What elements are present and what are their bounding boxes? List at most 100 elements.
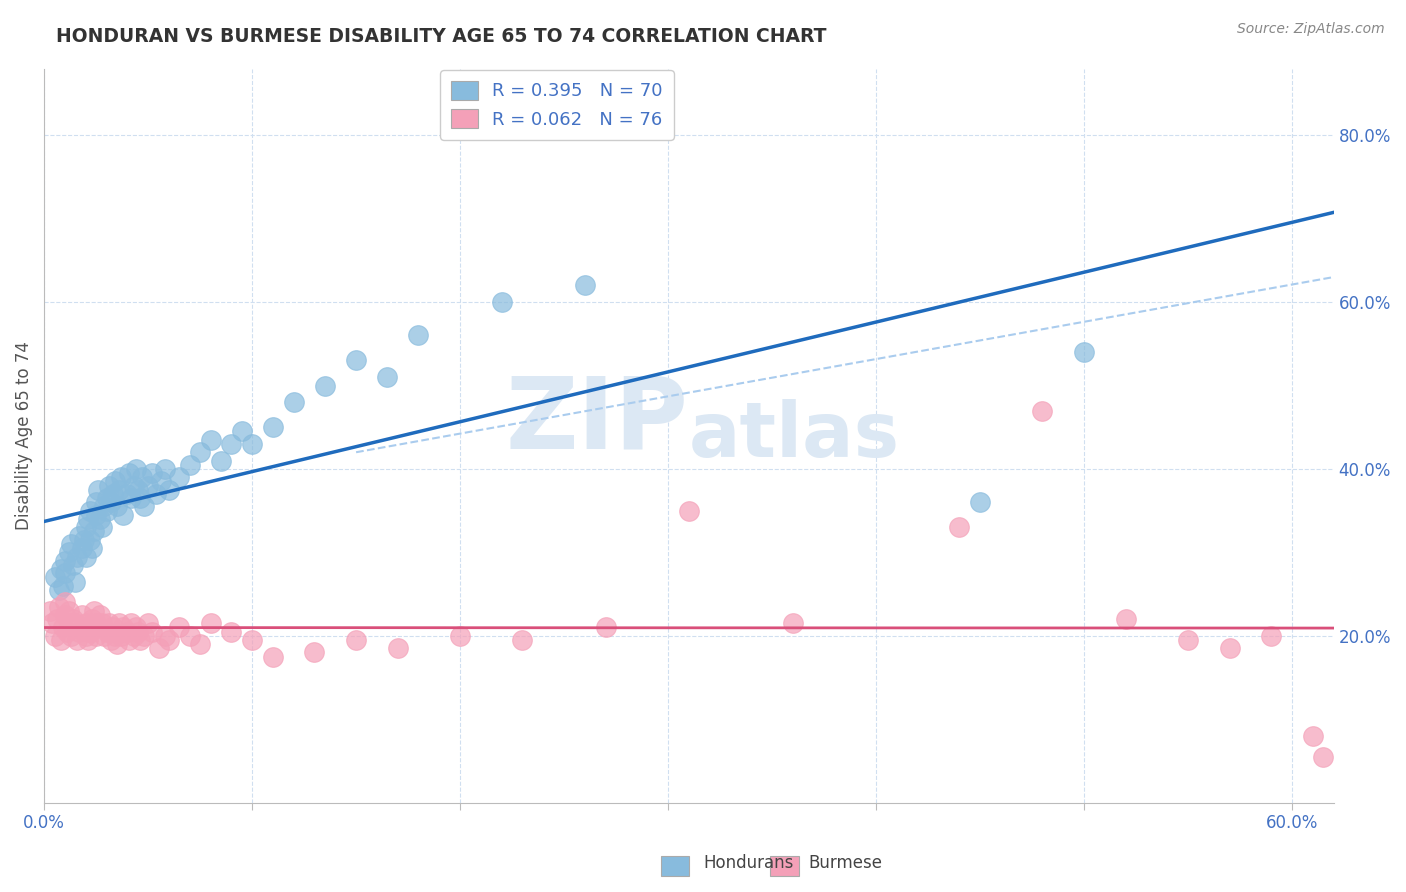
Point: [62, 612, 84, 626]
Point: [128, 491, 150, 505]
Point: [58, 616, 80, 631]
Point: [157, 483, 180, 497]
Point: [49, 562, 72, 576]
Point: [124, 462, 146, 476]
Point: [79, 533, 101, 547]
Point: [1302, 729, 1324, 743]
Point: [169, 620, 191, 634]
Point: [1312, 749, 1334, 764]
Point: [65, 616, 87, 631]
Point: [969, 495, 991, 509]
Point: [44, 570, 66, 584]
Point: [153, 629, 176, 643]
Point: [136, 616, 159, 631]
Point: [221, 624, 243, 639]
Point: [53, 554, 76, 568]
Point: [93, 500, 115, 514]
Point: [53, 595, 76, 609]
Point: [76, 512, 98, 526]
Point: [148, 641, 170, 656]
Point: [141, 624, 163, 639]
Text: HONDURAN VS BURMESE DISABILITY AGE 65 TO 74 CORRELATION CHART: HONDURAN VS BURMESE DISABILITY AGE 65 TO…: [56, 27, 827, 45]
Point: [153, 462, 176, 476]
Point: [87, 483, 110, 497]
Point: [262, 649, 284, 664]
Point: [97, 616, 120, 631]
Point: [58, 545, 80, 559]
Point: [127, 624, 149, 639]
Point: [169, 470, 191, 484]
Point: [48, 582, 70, 597]
Point: [56, 624, 79, 639]
Point: [117, 487, 139, 501]
Point: [48, 599, 70, 614]
Point: [179, 458, 201, 472]
Point: [110, 629, 132, 643]
Point: [112, 508, 135, 522]
Point: [84, 508, 107, 522]
Point: [53, 566, 76, 581]
Point: [188, 637, 211, 651]
Point: [1219, 641, 1241, 656]
Point: [101, 487, 124, 501]
Point: [75, 616, 97, 631]
Point: [60, 537, 83, 551]
Point: [97, 478, 120, 492]
Point: [96, 503, 118, 517]
Text: atlas: atlas: [689, 399, 900, 473]
Point: [221, 437, 243, 451]
Point: [491, 295, 513, 310]
Point: [58, 604, 80, 618]
Point: [1031, 403, 1053, 417]
Point: [188, 445, 211, 459]
Point: [72, 620, 94, 634]
Point: [344, 632, 367, 647]
Point: [41, 616, 63, 631]
Point: [52, 579, 75, 593]
Point: [96, 491, 118, 505]
Point: [141, 466, 163, 480]
Point: [1177, 632, 1199, 647]
Point: [93, 629, 115, 643]
Point: [122, 629, 145, 643]
Point: [375, 370, 398, 384]
Text: ZIP: ZIP: [506, 372, 689, 469]
Point: [283, 395, 305, 409]
Point: [91, 616, 114, 631]
Text: Source: ZipAtlas.com: Source: ZipAtlas.com: [1237, 22, 1385, 37]
Point: [678, 503, 700, 517]
Point: [91, 520, 114, 534]
Point: [124, 620, 146, 634]
Point: [110, 470, 132, 484]
Point: [145, 487, 167, 501]
Point: [108, 616, 131, 631]
Point: [66, 632, 89, 647]
Point: [89, 607, 111, 622]
Point: [84, 629, 107, 643]
Point: [100, 632, 122, 647]
Point: [387, 641, 409, 656]
Point: [121, 616, 143, 631]
Point: [512, 632, 534, 647]
Point: [96, 624, 118, 639]
Point: [44, 629, 66, 643]
Point: [80, 541, 103, 556]
Point: [149, 475, 172, 489]
Point: [87, 620, 110, 634]
Point: [60, 629, 83, 643]
Point: [132, 629, 155, 643]
Point: [304, 645, 326, 659]
Point: [132, 500, 155, 514]
Point: [1073, 345, 1095, 359]
Point: [117, 624, 139, 639]
Point: [179, 629, 201, 643]
Point: [118, 632, 141, 647]
Point: [209, 453, 232, 467]
Point: [69, 529, 91, 543]
Text: Burmese: Burmese: [808, 855, 883, 872]
Point: [75, 629, 97, 643]
Point: [101, 620, 124, 634]
Point: [104, 629, 127, 643]
Point: [118, 466, 141, 480]
Point: [108, 483, 131, 497]
